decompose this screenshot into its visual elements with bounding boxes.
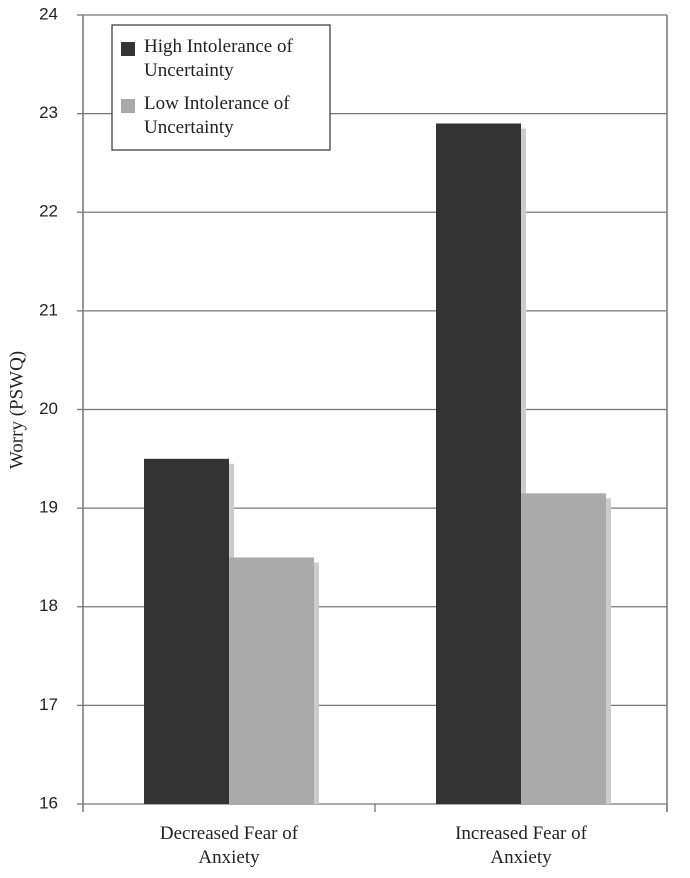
y-tick-label: 17 — [39, 695, 58, 714]
bar — [144, 458, 229, 804]
bar — [436, 123, 521, 805]
y-tick-label: 19 — [39, 498, 58, 517]
legend-label: Low Intolerance of Uncertainty — [144, 93, 290, 138]
x-tick-label: Decreased Fear of Anxiety — [159, 823, 299, 868]
legend-label: High Intolerance of Uncertainty — [144, 36, 293, 81]
x-tick-label: Increased Fear of Anxiety — [455, 823, 587, 868]
y-axis-label: Worry (PSWQ) — [6, 351, 27, 469]
y-tick-label: 18 — [39, 596, 58, 615]
y-tick-label: 23 — [39, 103, 58, 122]
y-tick-label: 16 — [39, 793, 58, 812]
bar — [521, 493, 606, 804]
y-tick-label: 24 — [39, 4, 58, 23]
y-tick-label: 21 — [39, 300, 58, 319]
y-tick-label: 20 — [39, 399, 58, 418]
y-tick-label: 22 — [39, 202, 58, 221]
legend-swatch — [121, 42, 135, 56]
legend-box — [111, 24, 331, 151]
legend-swatch — [121, 99, 135, 113]
bar — [229, 557, 314, 804]
